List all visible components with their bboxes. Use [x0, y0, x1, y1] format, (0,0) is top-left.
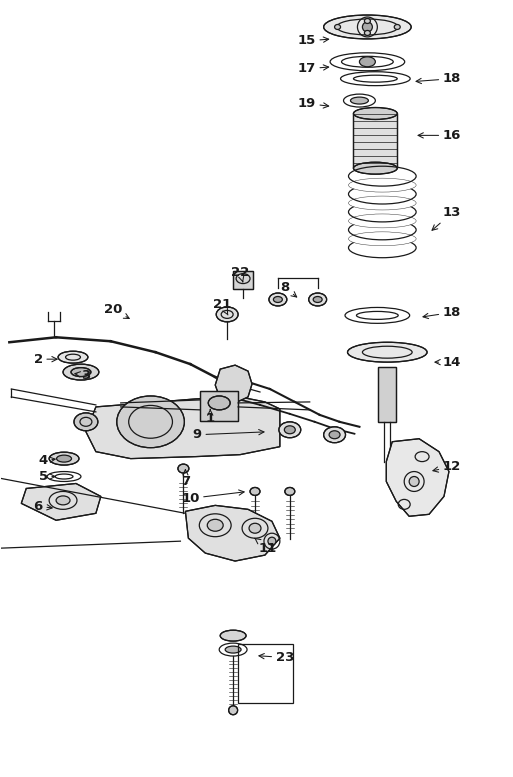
Text: 11: 11 — [255, 538, 277, 555]
Text: 9: 9 — [193, 428, 264, 441]
Ellipse shape — [208, 396, 230, 410]
Ellipse shape — [347, 342, 427, 362]
Polygon shape — [386, 439, 449, 516]
Text: 8: 8 — [280, 281, 297, 297]
Ellipse shape — [49, 452, 79, 465]
Ellipse shape — [56, 496, 70, 505]
Ellipse shape — [285, 487, 295, 496]
Ellipse shape — [324, 427, 346, 443]
Ellipse shape — [329, 430, 340, 439]
Bar — [353, 113, 397, 168]
Ellipse shape — [117, 396, 184, 448]
Ellipse shape — [353, 162, 397, 174]
Text: 7: 7 — [181, 470, 190, 488]
Text: 4: 4 — [38, 454, 55, 467]
Polygon shape — [215, 365, 252, 403]
Text: 22: 22 — [231, 267, 249, 282]
Text: 13: 13 — [432, 207, 461, 230]
Ellipse shape — [178, 464, 189, 473]
Ellipse shape — [279, 422, 301, 437]
Text: 21: 21 — [213, 298, 231, 315]
Bar — [200, 391, 238, 421]
Text: 1: 1 — [206, 409, 215, 425]
Polygon shape — [86, 397, 280, 458]
Ellipse shape — [309, 293, 327, 306]
Ellipse shape — [273, 297, 282, 302]
Ellipse shape — [350, 97, 368, 104]
Text: 5: 5 — [38, 470, 55, 483]
Ellipse shape — [225, 646, 241, 653]
Ellipse shape — [71, 368, 91, 377]
Ellipse shape — [348, 196, 416, 210]
Ellipse shape — [353, 107, 397, 120]
Ellipse shape — [207, 519, 223, 531]
Ellipse shape — [229, 706, 238, 715]
Text: 23: 23 — [259, 651, 294, 664]
Text: 6: 6 — [33, 500, 52, 513]
Ellipse shape — [268, 537, 276, 545]
Ellipse shape — [348, 178, 416, 192]
Text: 17: 17 — [298, 62, 329, 75]
Text: 12: 12 — [433, 460, 461, 473]
Ellipse shape — [394, 25, 400, 30]
Ellipse shape — [284, 426, 295, 434]
Text: 18: 18 — [423, 306, 461, 319]
Ellipse shape — [364, 19, 370, 23]
Bar — [233, 270, 253, 288]
Text: 20: 20 — [104, 303, 129, 319]
Ellipse shape — [348, 214, 416, 228]
Ellipse shape — [324, 15, 411, 39]
Text: 15: 15 — [298, 34, 329, 47]
Ellipse shape — [220, 630, 246, 641]
Text: 16: 16 — [418, 129, 461, 142]
Ellipse shape — [56, 455, 71, 462]
Bar — [233, 270, 253, 288]
Ellipse shape — [216, 307, 238, 322]
Ellipse shape — [409, 476, 419, 486]
Text: 3: 3 — [75, 368, 91, 382]
Bar — [378, 367, 396, 422]
Text: 18: 18 — [416, 72, 461, 85]
Ellipse shape — [348, 232, 416, 246]
Ellipse shape — [269, 293, 287, 306]
Ellipse shape — [364, 30, 370, 36]
Ellipse shape — [74, 413, 98, 430]
Ellipse shape — [58, 351, 88, 363]
Text: 2: 2 — [34, 353, 57, 366]
Ellipse shape — [360, 57, 376, 67]
Ellipse shape — [362, 22, 372, 32]
Bar — [238, 643, 293, 703]
Ellipse shape — [334, 25, 341, 30]
Text: 19: 19 — [298, 97, 329, 110]
Ellipse shape — [63, 364, 99, 380]
Polygon shape — [185, 505, 280, 561]
Ellipse shape — [250, 487, 260, 496]
Polygon shape — [21, 483, 101, 521]
Text: 10: 10 — [181, 490, 244, 505]
Ellipse shape — [313, 297, 322, 302]
Bar — [353, 113, 397, 168]
Bar — [200, 391, 238, 421]
Text: 14: 14 — [435, 356, 461, 368]
Bar — [378, 367, 396, 422]
Ellipse shape — [249, 523, 261, 533]
